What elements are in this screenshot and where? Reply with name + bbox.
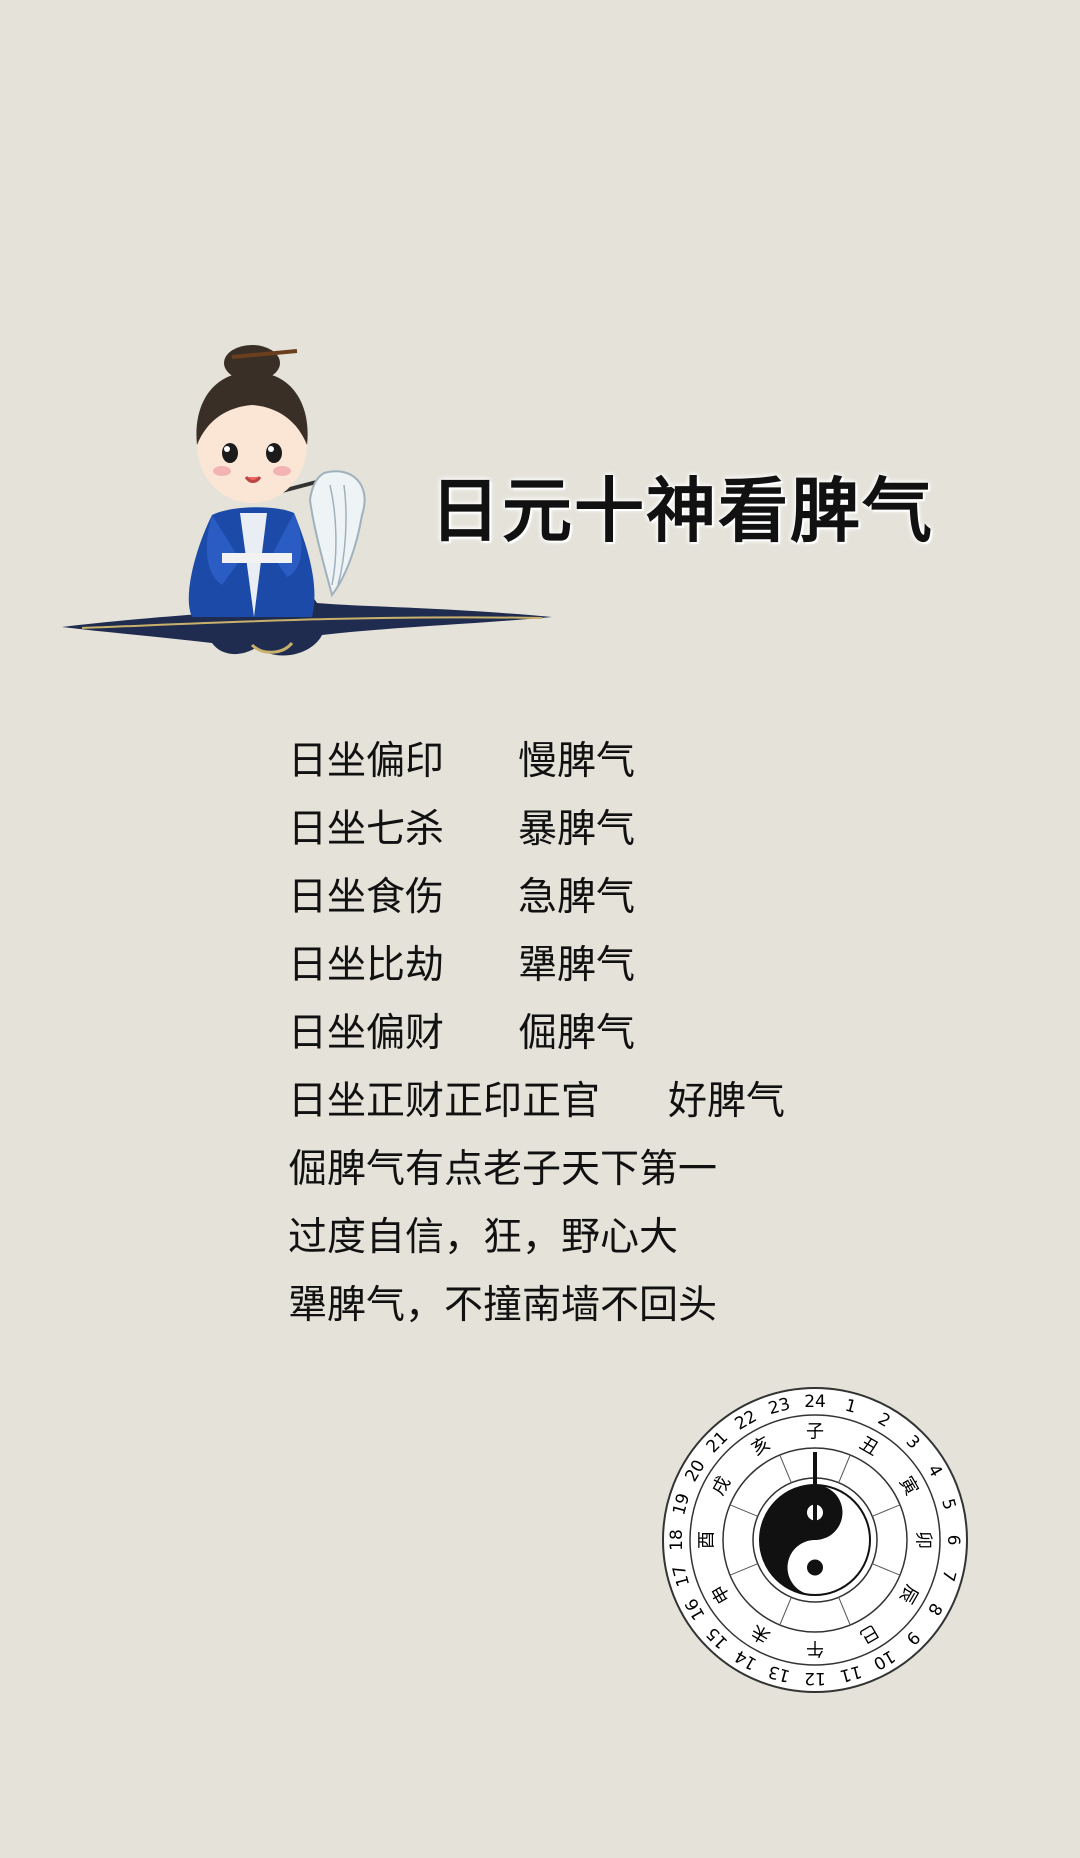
compass-divider [838,1597,851,1626]
compass-number: 6 [943,1535,963,1546]
compass-number: 7 [937,1568,959,1584]
list-item: 日坐食伤 急脾气 [288,875,636,920]
compass-branch: 酉 [697,1531,718,1549]
note-line: 倔脾气有点老子天下第一 [288,1147,718,1192]
note-line: 犟脾气，不撞南墙不回头 [288,1283,718,1328]
compass-branch: 午 [806,1638,824,1659]
list-item: 日坐七杀 暴脾气 [288,807,636,852]
list-item: 日坐正财正印正官 好脾气 [288,1079,786,1124]
list-item: 日坐偏印 慢脾气 [288,739,636,784]
text-block: 日坐偏印 慢脾气 日坐七杀 暴脾气 日坐食伤 急脾气 日坐比劫 犟脾气 日坐偏财 倔脾气 … [288,728,988,1340]
compass-divider [729,1563,758,1576]
compass-number: 12 [804,1668,826,1688]
compass-divider [779,1597,792,1626]
compass-branch: 子 [806,1422,824,1443]
compass-branch: 卯 [913,1531,934,1549]
compass-number: 24 [804,1392,826,1412]
compass-number: 18 [667,1529,687,1551]
compass-number: 1 [843,1396,859,1418]
compass-divider [729,1504,758,1517]
page-title: 日元十神看脾气 [430,470,934,552]
compass-divider [872,1563,901,1576]
compass-divider [872,1504,901,1517]
note-line: 过度自信，狂，野心大 [288,1215,679,1260]
list-item: 日坐比劫 犟脾气 [288,943,636,988]
list-item: 日坐偏财 倔脾气 [288,1011,636,1056]
compass-divider [838,1454,851,1483]
compass-divider [779,1454,792,1483]
scholar-illustration [62,345,552,656]
compass-number: 5 [937,1496,959,1512]
